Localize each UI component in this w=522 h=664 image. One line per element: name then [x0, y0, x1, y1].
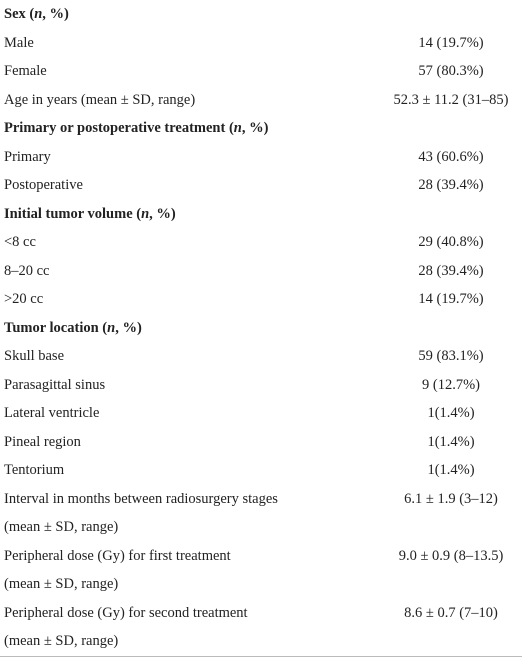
row-value: 57 (80.3%) — [418, 63, 484, 79]
row-value: 43 (60.6%) — [418, 148, 484, 165]
header-text: , %) — [115, 319, 142, 336]
label-line: (mean ± SD, range) — [4, 633, 119, 649]
row-label: Interval in months between radiosurgery … — [0, 485, 380, 542]
table-row: Skull base 59 (83.1%) — [0, 342, 522, 371]
header-text: n — [34, 6, 43, 22]
table-row: Male 14 (19.7%) — [0, 29, 522, 58]
label-line: (mean ± SD, range) — [4, 519, 119, 535]
header-text: , %) — [149, 205, 176, 222]
table-row: Initial tumor volume (n, %) — [0, 200, 522, 229]
row-value: 6.1 ± 1.9 (3–12) — [404, 490, 498, 507]
table-row: Age in years (mean ± SD, range) 52.3 ± 11… — [0, 86, 522, 115]
label-line: Parasagittal sinus — [4, 376, 106, 393]
row-value: 52.3 ± 11.2 (31–85) — [393, 91, 509, 108]
row-value: 29 (40.8%) — [418, 234, 484, 250]
table-row: >20 cc 14 (19.7%) — [0, 285, 522, 314]
row-label: Postoperative — [0, 171, 380, 200]
row-value: 9 (12.7%) — [422, 376, 480, 393]
header-text: n — [233, 120, 242, 136]
section-header: Initial tumor volume (n, %) — [0, 200, 522, 229]
row-label: Male — [0, 29, 380, 58]
row-label: Female — [0, 57, 380, 86]
table-row: Sex (n, %) — [0, 0, 522, 29]
table-row: Tentorium 1(1.4%) — [0, 456, 522, 485]
header-text: Tumor location ( — [4, 319, 108, 336]
row-value: 59 (83.1%) — [418, 348, 484, 364]
table-row: Female 57 (80.3%) — [0, 57, 522, 86]
header-text: n — [107, 319, 116, 336]
section-header: Tumor location (n, %) — [0, 314, 522, 343]
header-text: , %) — [241, 120, 269, 136]
row-value: 1(1.4%) — [427, 462, 475, 478]
row-value: 28 (39.4%) — [418, 262, 484, 279]
row-label: Peripheral dose (Gy) for second treatmen… — [0, 599, 380, 656]
label-line: Postoperative — [4, 177, 83, 193]
row-label: 8–20 cc — [0, 257, 380, 286]
table-row: Pineal region 1(1.4%) — [0, 428, 522, 457]
table-row: Postoperative 28 (39.4%) — [0, 171, 522, 200]
row-value: 14 (19.7%) — [418, 34, 484, 51]
section-header: Primary or postoperative treatment (n, %… — [0, 114, 522, 143]
label-line: Female — [4, 63, 47, 79]
row-value: 28 (39.4%) — [418, 177, 484, 193]
table-row: Peripheral dose (Gy) for second treatmen… — [0, 599, 522, 656]
row-label: Parasagittal sinus — [0, 371, 380, 400]
row-label: Pineal region — [0, 428, 380, 457]
label-line: Age in years (mean ± SD, range) — [4, 91, 196, 108]
label-line: Primary — [4, 148, 51, 165]
table-row: Primary 43 (60.6%) — [0, 143, 522, 172]
row-value: 1(1.4%) — [427, 405, 475, 421]
header-text: Sex ( — [4, 6, 35, 22]
table-row: Peripheral dose (Gy) for first treatment… — [0, 542, 522, 599]
header-text: Primary or postoperative treatment ( — [4, 120, 234, 136]
section-header: Sex (n, %) — [0, 0, 522, 29]
table-row: 8–20 cc 28 (39.4%) — [0, 257, 522, 286]
label-line: Tentorium — [4, 462, 65, 478]
header-text: Initial tumor volume ( — [4, 205, 142, 222]
label-line: Pineal region — [4, 433, 81, 450]
label-line: 8–20 cc — [4, 262, 50, 279]
row-label: <8 cc — [0, 228, 380, 257]
row-label: Lateral ventricle — [0, 399, 380, 428]
row-value: 8.6 ± 0.7 (7–10) — [404, 604, 498, 621]
header-text: , %) — [42, 6, 69, 22]
label-line: Skull base — [4, 348, 65, 364]
table-row: Parasagittal sinus 9 (12.7%) — [0, 371, 522, 400]
label-line: <8 cc — [4, 234, 36, 250]
row-value: 1(1.4%) — [427, 433, 475, 450]
label-line: Interval in months between radiosurgery … — [4, 490, 278, 507]
table-row: Interval in months between radiosurgery … — [0, 485, 522, 542]
label-line: (mean ± SD, range) — [4, 576, 119, 592]
table-row: Lateral ventricle 1(1.4%) — [0, 399, 522, 428]
row-value: 9.0 ± 0.9 (8–13.5) — [398, 547, 504, 564]
row-label: Peripheral dose (Gy) for first treatment… — [0, 542, 380, 599]
label-line: >20 cc — [4, 291, 44, 307]
label-line: Lateral ventricle — [4, 405, 100, 421]
label-line: Peripheral dose (Gy) for first treatment — [4, 547, 231, 564]
row-label: Age in years (mean ± SD, range) — [0, 86, 380, 115]
row-value: 14 (19.7%) — [418, 291, 484, 307]
row-label: Skull base — [0, 342, 380, 371]
label-line: Peripheral dose (Gy) for second treatmen… — [4, 604, 248, 621]
table-row: Tumor location (n, %) — [0, 314, 522, 343]
table-row: Primary or postoperative treatment (n, %… — [0, 114, 522, 143]
label-line: Male — [4, 34, 34, 51]
row-label: Primary — [0, 143, 380, 172]
table-row: <8 cc 29 (40.8%) — [0, 228, 522, 257]
header-text: n — [141, 205, 150, 222]
row-label: >20 cc — [0, 285, 380, 314]
row-label: Tentorium — [0, 456, 380, 485]
